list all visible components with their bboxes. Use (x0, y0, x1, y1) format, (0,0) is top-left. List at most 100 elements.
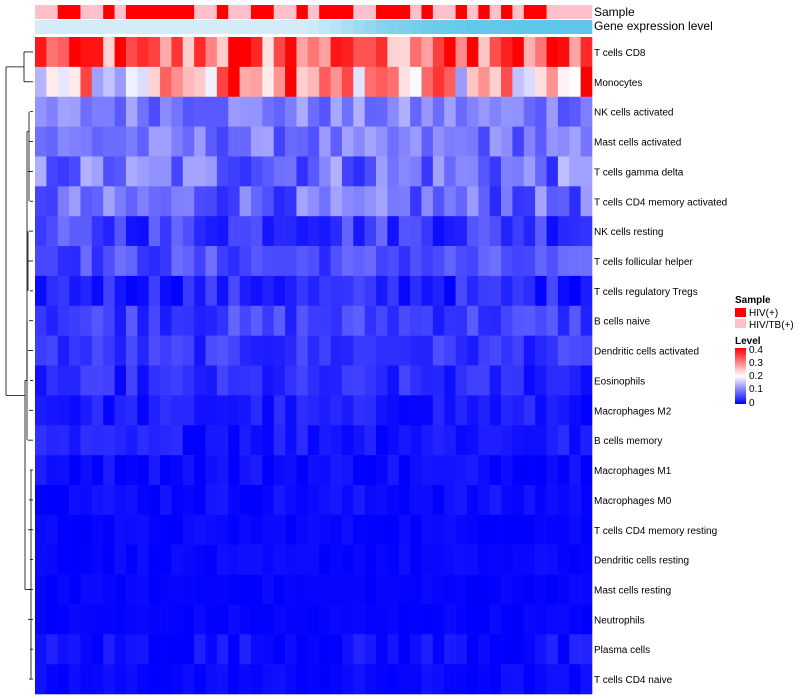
heatmap-cell (57, 484, 70, 516)
heatmap-cell (160, 664, 172, 695)
heatmap-cell (569, 634, 581, 665)
heatmap-cell (262, 216, 275, 247)
heatmap-cell (569, 365, 581, 396)
heatmap-cell (239, 365, 252, 396)
heatmap-cell (250, 664, 263, 695)
heatmap-cell (580, 514, 593, 545)
heatmap-cell (546, 634, 559, 665)
heatmap-cell (296, 395, 309, 426)
heatmap-cell (307, 514, 320, 545)
heatmap-cell (125, 365, 138, 396)
heatmap-cell (80, 96, 93, 127)
heatmap-cell (535, 275, 547, 307)
row-label: Macrophages M2 (594, 406, 672, 417)
heatmap-cell (455, 574, 468, 605)
heatmap-cell (91, 365, 104, 396)
heatmap-cell (137, 275, 149, 307)
heatmap-cell (91, 425, 104, 456)
heatmap-cell (46, 96, 59, 127)
heatmap-cell (148, 455, 161, 486)
heatmap-cell (557, 66, 570, 98)
heatmap-cell (455, 66, 468, 98)
heatmap-cell (307, 395, 320, 426)
heatmap-cell (580, 186, 593, 217)
heatmap-cell (444, 305, 456, 336)
heatmap-cell (273, 365, 286, 396)
heatmap-cell (421, 275, 434, 307)
heatmap-cell (364, 275, 377, 307)
gene-expression-anno-cell (501, 20, 513, 34)
heatmap-cell (137, 664, 149, 695)
heatmap-cell (535, 484, 547, 516)
heatmap-cell (160, 514, 172, 545)
heatmap-cell (216, 365, 229, 396)
heatmap-cell (432, 514, 445, 545)
heatmap-cell (466, 186, 479, 217)
heatmap-cell (501, 305, 513, 336)
heatmap-cell (57, 37, 70, 68)
heatmap-cell (353, 455, 365, 486)
heatmap-cell (580, 96, 593, 127)
heatmap-cell (444, 395, 456, 426)
heatmap-cell (69, 484, 81, 516)
gene-expression-annotation-track (35, 20, 593, 34)
heatmap-cell (273, 455, 286, 486)
heatmap-cell (466, 484, 479, 516)
heatmap-cell (421, 37, 434, 68)
heatmap-cell (171, 66, 184, 98)
heatmap-cell (376, 156, 388, 187)
gene-expression-anno-cell (580, 20, 593, 34)
heatmap-cell (160, 335, 172, 366)
heatmap-cell (182, 395, 195, 426)
heatmap-cell (569, 455, 581, 486)
sample-anno-cell (569, 5, 581, 19)
heatmap-cell (103, 335, 115, 366)
heatmap-cell (478, 544, 490, 575)
heatmap-cell (580, 305, 593, 336)
heatmap-cell (194, 514, 206, 545)
heatmap-cell (535, 335, 547, 366)
heatmap-cell (239, 216, 252, 247)
heatmap-cell (262, 156, 275, 187)
heatmap-cell (444, 275, 456, 307)
heatmap-cell (432, 484, 445, 516)
heatmap-cell (319, 66, 331, 98)
heatmap-cell (455, 455, 468, 486)
heatmap-cell (91, 514, 104, 545)
gene-expression-anno-cell (194, 20, 206, 34)
heatmap-cell (501, 66, 513, 98)
heatmap-cell (398, 305, 411, 336)
heatmap-cell (432, 425, 445, 456)
heatmap-cell (239, 186, 252, 217)
heatmap-cell (387, 544, 400, 575)
heatmap-cell (171, 186, 184, 217)
heatmap-cell (228, 395, 240, 426)
heatmap-cell (69, 305, 81, 336)
heatmap-cell (330, 574, 343, 605)
heatmap-cell (171, 455, 184, 486)
sample-anno-cell (364, 5, 377, 19)
legend-tick-0: 0 (749, 398, 755, 409)
heatmap-cell (353, 66, 365, 98)
heatmap-cell (319, 335, 331, 366)
heatmap-cell (216, 514, 229, 545)
gene-expression-anno-cell (171, 20, 184, 34)
heatmap-cell (285, 634, 297, 665)
heatmap-cell (262, 305, 275, 336)
heatmap-cell (148, 156, 161, 187)
heatmap-cell (91, 664, 104, 695)
heatmap-cell (364, 664, 377, 695)
heatmap-cell (421, 335, 434, 366)
heatmap-cell (307, 574, 320, 605)
heatmap-cell (353, 634, 365, 665)
heatmap-cell (182, 186, 195, 217)
gene-expression-anno-cell (523, 20, 536, 34)
heatmap-cell (160, 216, 172, 247)
heatmap-cell (569, 484, 581, 516)
heatmap-cell (46, 365, 59, 396)
heatmap-cell (466, 305, 479, 336)
heatmap-cell (330, 455, 343, 486)
heatmap-cell (523, 126, 536, 157)
heatmap-cell (376, 604, 388, 635)
heatmap-cell (239, 544, 252, 575)
